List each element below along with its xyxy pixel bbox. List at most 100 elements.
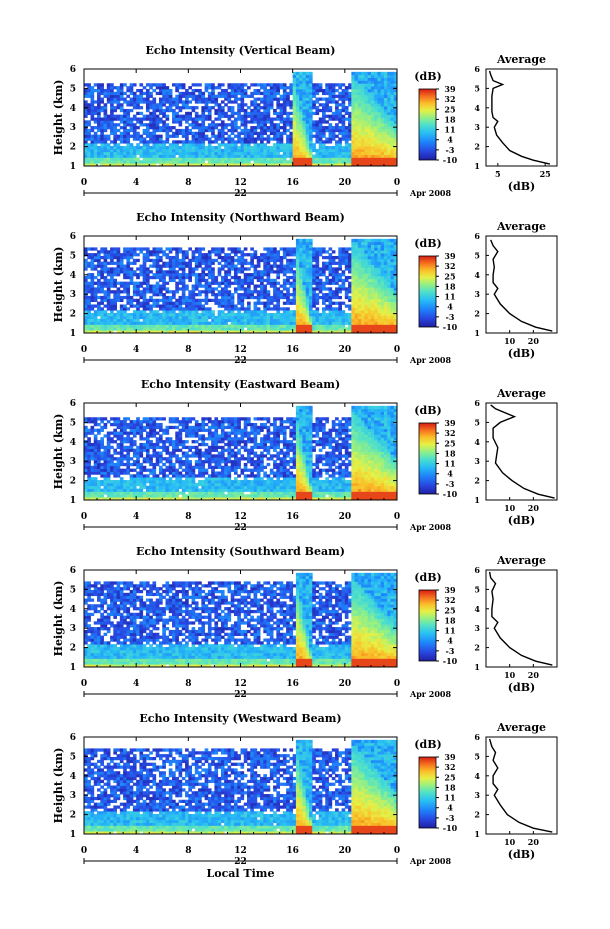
x-tick-label: 20: [339, 512, 352, 522]
x-tick-label: 12: [234, 345, 247, 355]
y-tick-label: 2: [70, 143, 76, 153]
avg-x-tick-label: 5: [495, 169, 501, 179]
y-axis-label: Height (km): [52, 581, 65, 657]
avg-x-tick-label: 10: [504, 336, 516, 346]
x-tick-label: 16: [286, 846, 299, 856]
colorbar-tick-label: 25: [444, 438, 455, 448]
colorbar-label: (dB): [414, 70, 441, 83]
colorbar-tick-label: -10: [443, 489, 458, 499]
panel-title: Echo Intensity (Northward Beam): [136, 211, 345, 224]
colorbar-tick-label: 4: [447, 302, 453, 312]
average-profile-line: [488, 738, 553, 833]
x-tick-label: 16: [286, 679, 299, 689]
date-label: 22: [234, 356, 247, 366]
x-tick-label: 0: [81, 679, 87, 689]
avg-y-tick-label: 3: [474, 456, 480, 466]
average-title: Average: [496, 554, 546, 567]
avg-x-tick-label: 10: [504, 503, 516, 513]
colorbar: [418, 88, 437, 161]
avg-y-tick-label: 5: [474, 417, 480, 427]
colorbar-tick-label: -3: [446, 479, 455, 489]
y-tick-label: 6: [70, 566, 76, 576]
panel-title: Echo Intensity (Vertical Beam): [145, 44, 335, 57]
y-axis-label: Height (km): [52, 247, 65, 323]
colorbar-tick-label: 18: [444, 114, 456, 124]
colorbar-tick-label: 4: [447, 135, 453, 145]
avg-x-tick-label: 10: [504, 837, 516, 847]
x-tick-label: 0: [394, 345, 400, 355]
y-tick-label: 3: [70, 123, 76, 133]
x-tick-label: 8: [185, 512, 191, 522]
average-profile-line: [488, 571, 553, 666]
average-title: Average: [496, 387, 546, 400]
colorbar-tick-label: 32: [444, 261, 455, 271]
avg-x-tick-label: 25: [540, 169, 551, 179]
avg-y-tick-label: 4: [474, 604, 480, 614]
x-tick-label: 16: [286, 345, 299, 355]
avg-x-tick-label: 20: [528, 670, 540, 680]
x-tick-label: 0: [394, 679, 400, 689]
avg-x-tick-label: 20: [528, 336, 540, 346]
x-tick-label: 8: [185, 345, 191, 355]
x-tick-label: 12: [234, 846, 247, 856]
heatmap-cells: [84, 739, 398, 835]
y-tick-label: 3: [70, 290, 76, 300]
x-tick-label: 8: [185, 679, 191, 689]
x-tick-label: 12: [234, 512, 247, 522]
colorbar-tick-label: 25: [444, 271, 455, 281]
avg-y-tick-label: 6: [474, 565, 480, 575]
avg-y-tick-label: 1: [474, 495, 480, 505]
colorbar-tick-label: 39: [444, 752, 456, 762]
colorbar-tick-label: 32: [444, 94, 455, 104]
avg-y-tick-label: 4: [474, 103, 480, 113]
colorbar-tick-label: -3: [446, 813, 455, 823]
colorbar-tick-label: 4: [447, 469, 453, 479]
colorbar-tick-label: -3: [446, 646, 455, 656]
x-tick-label: 0: [81, 178, 87, 188]
avg-y-tick-label: 5: [474, 751, 480, 761]
colorbar-label: (dB): [414, 738, 441, 751]
x-tick-label: 0: [81, 345, 87, 355]
x-tick-label: 12: [234, 178, 247, 188]
average-xlabel: (dB): [508, 514, 535, 527]
average-frame: [485, 569, 558, 668]
x-tick-label: 0: [81, 846, 87, 856]
colorbar-tick-label: 4: [447, 636, 453, 646]
average-title: Average: [496, 220, 546, 233]
x-tick-label: 20: [339, 178, 352, 188]
average-frame: [485, 402, 558, 501]
month-year-label: Apr 2008: [409, 689, 452, 699]
colorbar-tick-label: -10: [443, 656, 458, 666]
avg-y-tick-label: 2: [474, 810, 480, 820]
x-tick-label: 0: [81, 512, 87, 522]
heatmap-cells: [84, 238, 398, 334]
avg-y-tick-label: 5: [474, 250, 480, 260]
y-tick-label: 5: [70, 585, 76, 595]
y-tick-label: 4: [70, 271, 76, 281]
average-profile-line: [490, 404, 555, 499]
colorbar-tick-label: 11: [444, 626, 455, 636]
y-tick-label: 3: [70, 624, 76, 634]
avg-y-tick-label: 5: [474, 584, 480, 594]
avg-y-tick-label: 1: [474, 161, 480, 171]
average-xlabel: (dB): [508, 681, 535, 694]
panel-title: Echo Intensity (Southward Beam): [136, 545, 345, 558]
x-tick-label: 0: [394, 178, 400, 188]
colorbar-tick-label: -10: [443, 322, 458, 332]
panel-title: Echo Intensity (Eastward Beam): [141, 378, 340, 391]
x-tick-label: 16: [286, 178, 299, 188]
colorbar-tick-label: 4: [447, 803, 453, 813]
colorbar-tick-label: 25: [444, 772, 455, 782]
x-tick-label: 8: [185, 178, 191, 188]
average-frame: [485, 235, 558, 334]
avg-y-tick-label: 5: [474, 83, 480, 93]
x-tick-label: 4: [133, 345, 139, 355]
y-tick-label: 1: [70, 496, 76, 506]
avg-y-tick-label: 6: [474, 64, 480, 74]
x-tick-label: 4: [133, 178, 139, 188]
y-tick-label: 4: [70, 104, 76, 114]
avg-y-tick-label: 1: [474, 829, 480, 839]
month-year-label: Apr 2008: [409, 188, 452, 198]
colorbar-tick-label: 39: [444, 84, 456, 94]
